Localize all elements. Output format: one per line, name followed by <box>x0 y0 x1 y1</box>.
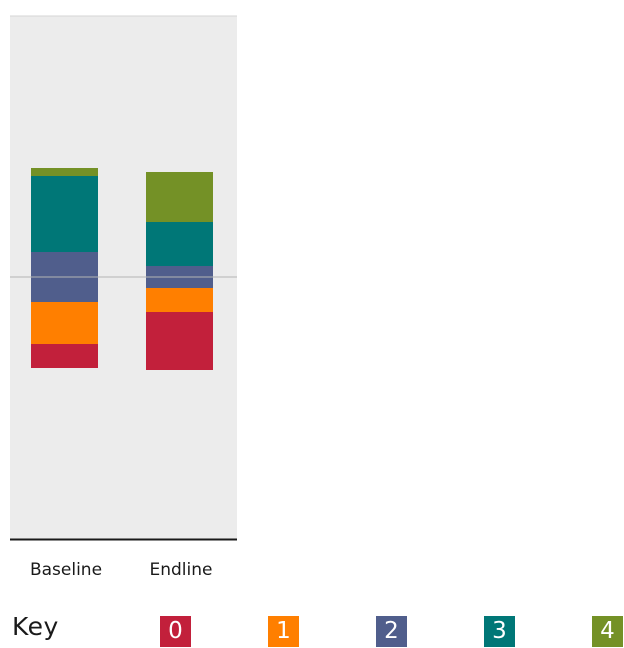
bar-baseline-3 <box>31 176 98 252</box>
bar-endline-3 <box>146 222 213 266</box>
x-tick-label: Baseline <box>30 560 102 580</box>
bar-baseline-4 <box>31 168 98 176</box>
legend-swatch-3: 3 <box>484 616 515 647</box>
stacked-bar-chart: Baseline Endline <box>10 15 237 580</box>
legend-swatch-0: 0 <box>160 616 191 647</box>
bar-baseline-1 <box>31 302 98 344</box>
bar-baseline-0 <box>31 344 98 368</box>
key-title: Key <box>12 612 59 641</box>
legend-swatch-4: 4 <box>592 616 623 647</box>
bar-endline-4 <box>146 172 213 222</box>
bar-endline-1 <box>146 288 213 312</box>
category-labels: Baseline Endline <box>30 560 213 580</box>
legend-swatch-1: 1 <box>268 616 299 647</box>
x-tick-label: Endline <box>150 560 213 580</box>
legend-swatch-2: 2 <box>376 616 407 647</box>
bar-endline-0 <box>146 312 213 370</box>
